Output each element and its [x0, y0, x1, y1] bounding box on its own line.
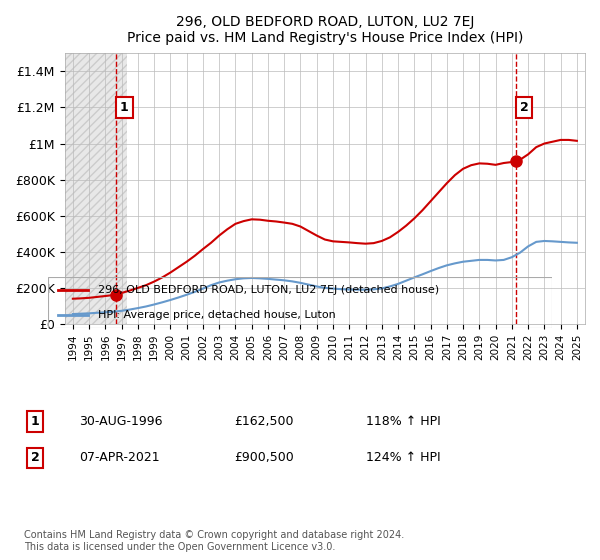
Text: 2: 2 — [31, 451, 40, 464]
Text: 296, OLD BEDFORD ROAD, LUTON, LU2 7EJ (detached house): 296, OLD BEDFORD ROAD, LUTON, LU2 7EJ (d… — [98, 285, 440, 295]
Text: 118% ↑ HPI: 118% ↑ HPI — [366, 415, 441, 428]
Text: 30-AUG-1996: 30-AUG-1996 — [79, 415, 163, 428]
Text: HPI: Average price, detached house, Luton: HPI: Average price, detached house, Luto… — [98, 310, 336, 320]
Text: 124% ↑ HPI: 124% ↑ HPI — [366, 451, 441, 464]
Text: 07-APR-2021: 07-APR-2021 — [79, 451, 160, 464]
Bar — [65, 53, 127, 324]
Text: 2: 2 — [520, 101, 529, 114]
Text: 1: 1 — [31, 415, 40, 428]
Text: £900,500: £900,500 — [234, 451, 293, 464]
Text: Contains HM Land Registry data © Crown copyright and database right 2024.
This d: Contains HM Land Registry data © Crown c… — [24, 530, 404, 552]
Text: 1: 1 — [120, 101, 129, 114]
Text: £162,500: £162,500 — [234, 415, 293, 428]
Title: 296, OLD BEDFORD ROAD, LUTON, LU2 7EJ
Price paid vs. HM Land Registry's House Pr: 296, OLD BEDFORD ROAD, LUTON, LU2 7EJ Pr… — [127, 15, 523, 45]
